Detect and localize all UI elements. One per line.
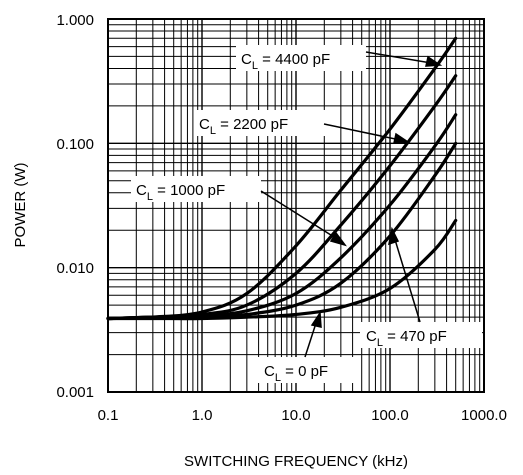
arrowhead-2200 [393,132,411,144]
series-line [106,218,458,321]
label-470: CL = 470 pF [366,328,447,349]
leader-470 [392,232,421,323]
annotations: CL = 4400 pF CL = 2200 pF CL = 1000 pF C… [131,45,482,384]
arrowhead-1000 [329,231,347,247]
label-0: CL = 0 pF [264,363,328,384]
y-tick-label: 0.001 [56,384,94,401]
arrowhead-0 [310,310,322,328]
leader-arrows [260,51,443,358]
plot-frame [107,18,485,393]
label-0-sub: L [275,372,281,384]
label-470-sub: L [377,337,383,349]
label-470-c: C [366,328,377,345]
x-axis-label: SWITCHING FREQUENCY (kHz) [184,453,408,470]
y-tick-label: 1.000 [56,12,94,29]
label-1000-c: C [136,182,147,199]
label-2200: CL = 2200 pF [199,116,288,137]
label-box-2200 [195,110,325,136]
label-box-4400 [236,45,366,71]
x-tick-label: 1.0 [192,407,213,424]
label-1000-text: = 1000 pF [153,182,225,199]
arrowhead-470 [388,226,400,246]
x-tick-label: 100.0 [371,407,409,424]
label-1000-sub: L [147,191,153,203]
label-470-text: = 470 pF [383,328,447,345]
label-2200-c: C [199,116,210,133]
y-tick-label: 0.100 [56,136,94,153]
label-box-470 [360,322,482,348]
x-tick-label: 1000.0 [461,407,507,424]
label-4400: CL = 4400 pF [241,51,330,72]
label-2200-text: = 2200 pF [216,116,288,133]
label-4400-c: C [241,51,252,68]
y-axis-label: POWER (W) [12,163,29,248]
leader-2200 [323,123,406,142]
x-tick-labels: 0.1 1.0 10.0 100.0 1000.0 [98,407,507,424]
label-4400-sub: L [252,60,258,72]
leader-4400 [365,51,438,65]
x-tick-label: 0.1 [98,407,119,424]
arrowhead-4400 [425,55,443,67]
label-4400-text: = 4400 pF [258,51,330,68]
y-tick-label: 0.010 [56,260,94,277]
label-1000: CL = 1000 pF [136,182,225,203]
x-tick-label: 10.0 [281,407,310,424]
label-0-text: = 0 pF [281,363,328,380]
label-box-1000 [131,176,261,202]
series-curves [106,36,458,321]
leader-1000 [260,190,343,243]
label-0-c: C [264,363,275,380]
label-2200-sub: L [210,125,216,137]
label-box-0 [258,357,358,383]
y-tick-labels: 0.001 0.010 0.100 1.000 [56,12,94,401]
